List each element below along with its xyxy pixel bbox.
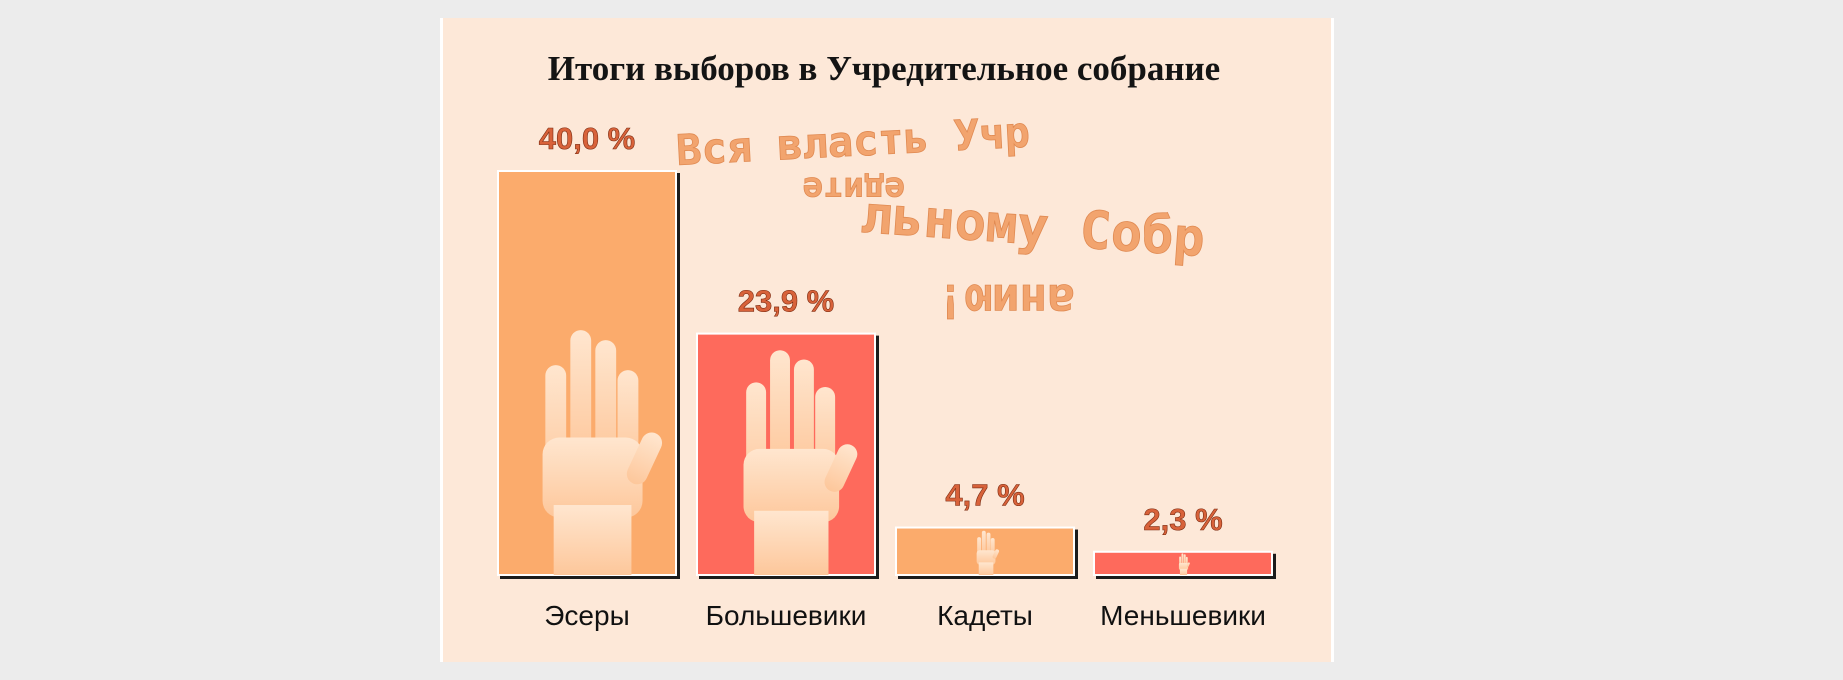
hand-icon-большевики <box>743 350 858 575</box>
value-label-кадеты: 4,7 % <box>945 478 1024 513</box>
category-label-кадеты: Кадеты <box>937 600 1033 631</box>
hand-icon-меньшевики <box>1178 553 1190 575</box>
hand-icon-эсеры <box>542 330 663 575</box>
slogan-line-1: Вся власть Учр <box>675 108 1031 175</box>
chart-title: Итоги выборов в Учредительное собрание <box>548 49 1220 88</box>
slogan-line-2: едите <box>803 169 905 209</box>
category-label-большевики: Большевики <box>706 600 867 631</box>
slogan-line-3: льному Собр <box>859 185 1207 269</box>
bars-group: 40,0 % Эсеры 23,9 % Большевики 4,7 % Кадеты 2,… <box>497 121 1273 631</box>
slogan-line-4: анию! <box>937 274 1075 328</box>
category-label-меньшевики: Меньшевики <box>1100 600 1266 631</box>
category-label-эсеры: Эсеры <box>544 600 629 631</box>
value-label-меньшевики: 2,3 % <box>1143 502 1222 537</box>
value-label-большевики: 23,9 % <box>738 284 835 319</box>
hand-icon-кадеты <box>976 530 1000 575</box>
value-label-эсеры: 40,0 % <box>539 121 636 156</box>
